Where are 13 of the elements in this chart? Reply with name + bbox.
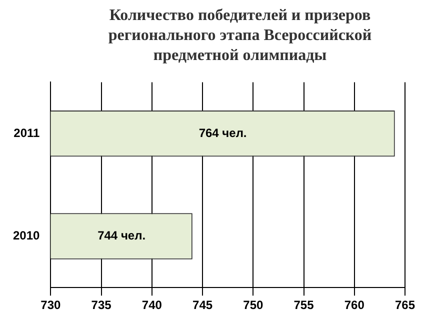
x-tick-label: 755 (294, 298, 314, 312)
x-tick-label: 745 (192, 298, 213, 312)
x-tick-label: 730 (40, 298, 62, 312)
x-tick-label: 735 (91, 298, 112, 312)
data-label: 764 чел. (198, 126, 247, 140)
x-tick-label: 765 (394, 298, 416, 312)
x-tick-label: 760 (344, 298, 365, 312)
y-tick-label: 2011 (14, 126, 40, 140)
y-tick-label: 2010 (12, 228, 40, 243)
data-label: 744 чел. (98, 228, 146, 243)
x-tick-label: 740 (142, 298, 162, 312)
x-tick-label: 750 (243, 298, 264, 312)
chart-title: Количество победителей и призеров регионального этапа Всероссийской предметной олимпиады (107, 6, 373, 66)
